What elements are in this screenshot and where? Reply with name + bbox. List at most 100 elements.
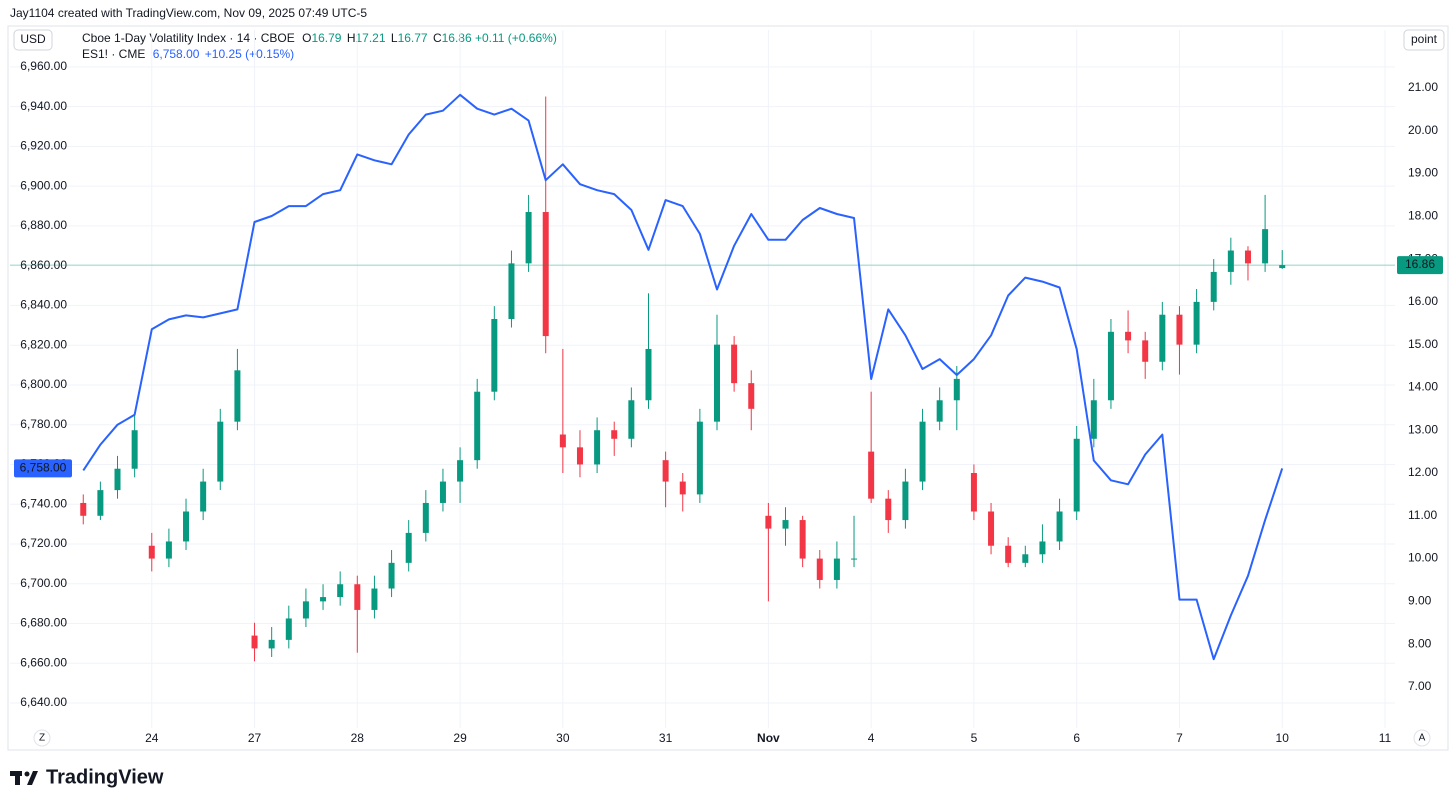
ohlc-letter: H <box>347 31 356 45</box>
auto-label[interactable]: A <box>1419 733 1426 744</box>
y2-tick-label: 21.00 <box>1408 80 1438 94</box>
candle-body <box>1107 331 1114 401</box>
zoom-label[interactable]: Z <box>39 733 45 744</box>
series-name: ES1! · CME <box>82 47 145 61</box>
price-tag-label: 16.86 <box>1405 257 1435 271</box>
y-tick-label: 6,720.00 <box>20 536 67 550</box>
x-tick-label: 4 <box>868 731 875 745</box>
candle-body <box>696 421 703 495</box>
y-tick-label: 6,800.00 <box>20 377 67 391</box>
chart-frame <box>7 25 1449 751</box>
y2-tick-label: 10.00 <box>1408 551 1438 565</box>
candle-body <box>1262 229 1269 264</box>
y2-tick-label: 16.00 <box>1408 294 1438 308</box>
candle-body <box>714 344 720 422</box>
candle-body <box>1176 314 1183 345</box>
price-tag-label: 6,758.00 <box>20 461 67 475</box>
candle-body <box>1125 331 1132 341</box>
candle-body <box>851 558 858 560</box>
y-tick-label: 6,680.00 <box>20 616 67 630</box>
candle-body <box>936 400 943 422</box>
ohlc-letter: O <box>302 31 311 45</box>
candle-body <box>234 370 241 422</box>
candle-body <box>679 481 686 495</box>
candle-body <box>645 348 652 401</box>
candle-body <box>457 460 464 482</box>
candle-body <box>542 212 549 337</box>
unit[interactable]: point <box>1411 32 1438 46</box>
candle-body <box>371 588 378 610</box>
candle-body <box>799 520 806 559</box>
y-tick-label: 6,660.00 <box>20 655 67 669</box>
x-tick-label: 31 <box>659 731 673 745</box>
price-tag <box>1397 256 1443 275</box>
candle-body <box>80 502 87 516</box>
candle-body <box>576 447 583 465</box>
y2-tick-label: 11.00 <box>1408 508 1437 522</box>
unit-box[interactable] <box>1403 29 1445 51</box>
candle-body <box>628 400 635 439</box>
candle-body <box>251 635 258 649</box>
candle-body <box>354 584 361 610</box>
candle-body <box>285 618 292 640</box>
candle-body <box>388 562 395 589</box>
series-name: Cboe 1-Day Volatility Index · 14 · CBOE <box>82 31 295 45</box>
candle-body <box>559 434 566 448</box>
candle-body <box>833 558 840 580</box>
candle-body <box>1005 545 1012 563</box>
y2-tick-label: 13.00 <box>1408 422 1438 436</box>
x-tick-label: 6 <box>1073 731 1080 745</box>
y2-tick-label: 18.00 <box>1408 208 1438 222</box>
candle-body <box>1210 271 1217 302</box>
candle-body <box>1227 250 1234 272</box>
y2-tick-label: 19.00 <box>1408 166 1438 180</box>
logo <box>10 771 38 785</box>
y2-tick-label: 20.00 <box>1408 123 1438 137</box>
x-tick-label: 27 <box>248 731 262 745</box>
y2-tick-label: 8.00 <box>1408 636 1432 650</box>
x-tick-label: 24 <box>145 731 159 745</box>
candle-body <box>611 430 618 439</box>
ohlc-letter: L <box>391 31 398 45</box>
candle-body <box>148 545 155 559</box>
y-tick-label: 6,740.00 <box>20 496 67 510</box>
candle-body <box>594 430 601 465</box>
candle-body <box>765 515 772 529</box>
candle-body <box>1193 301 1200 345</box>
candle-body <box>953 378 960 401</box>
ohlc-letter: C <box>433 31 442 45</box>
x-tick-label: 11 <box>1379 731 1392 745</box>
candle-body <box>1073 438 1080 512</box>
candle-body <box>491 318 498 392</box>
candle-body <box>1090 400 1097 439</box>
auto-button[interactable] <box>1413 729 1431 747</box>
zoom-button[interactable] <box>33 729 51 747</box>
change: +10.25 (+0.15%) <box>205 47 294 61</box>
candle-body <box>885 498 892 521</box>
candle-body <box>508 263 515 319</box>
candle-body <box>1022 554 1029 563</box>
y-tick-label: 6,820.00 <box>20 337 67 351</box>
currency[interactable]: USD <box>20 32 46 46</box>
candle-body <box>474 391 481 461</box>
x-tick-label: 10 <box>1276 731 1290 745</box>
line-series <box>82 93 1284 661</box>
y-tick-label: 6,940.00 <box>20 99 67 113</box>
x-tick-label: 7 <box>1176 731 1183 745</box>
candle-body <box>405 532 412 563</box>
brand: TradingView <box>46 766 164 788</box>
candle-body <box>97 490 104 516</box>
grid <box>10 30 1395 728</box>
currency-box[interactable] <box>13 29 53 51</box>
candle-body <box>422 502 429 533</box>
candle-body <box>200 481 207 512</box>
x-tick-label: 28 <box>351 731 365 745</box>
candle-body <box>919 421 926 482</box>
candle-body <box>217 421 224 482</box>
candle-body <box>868 451 875 499</box>
y-tick-label: 6,880.00 <box>20 218 67 232</box>
change: +0.11 (+0.66%) <box>475 31 557 45</box>
plot: 6,640.00 6,660.00 6,680.00 6,700.00 6,720.00… <box>10 30 1443 745</box>
ohlc-value: 17.21 <box>356 31 386 45</box>
candle-body <box>1039 541 1046 555</box>
